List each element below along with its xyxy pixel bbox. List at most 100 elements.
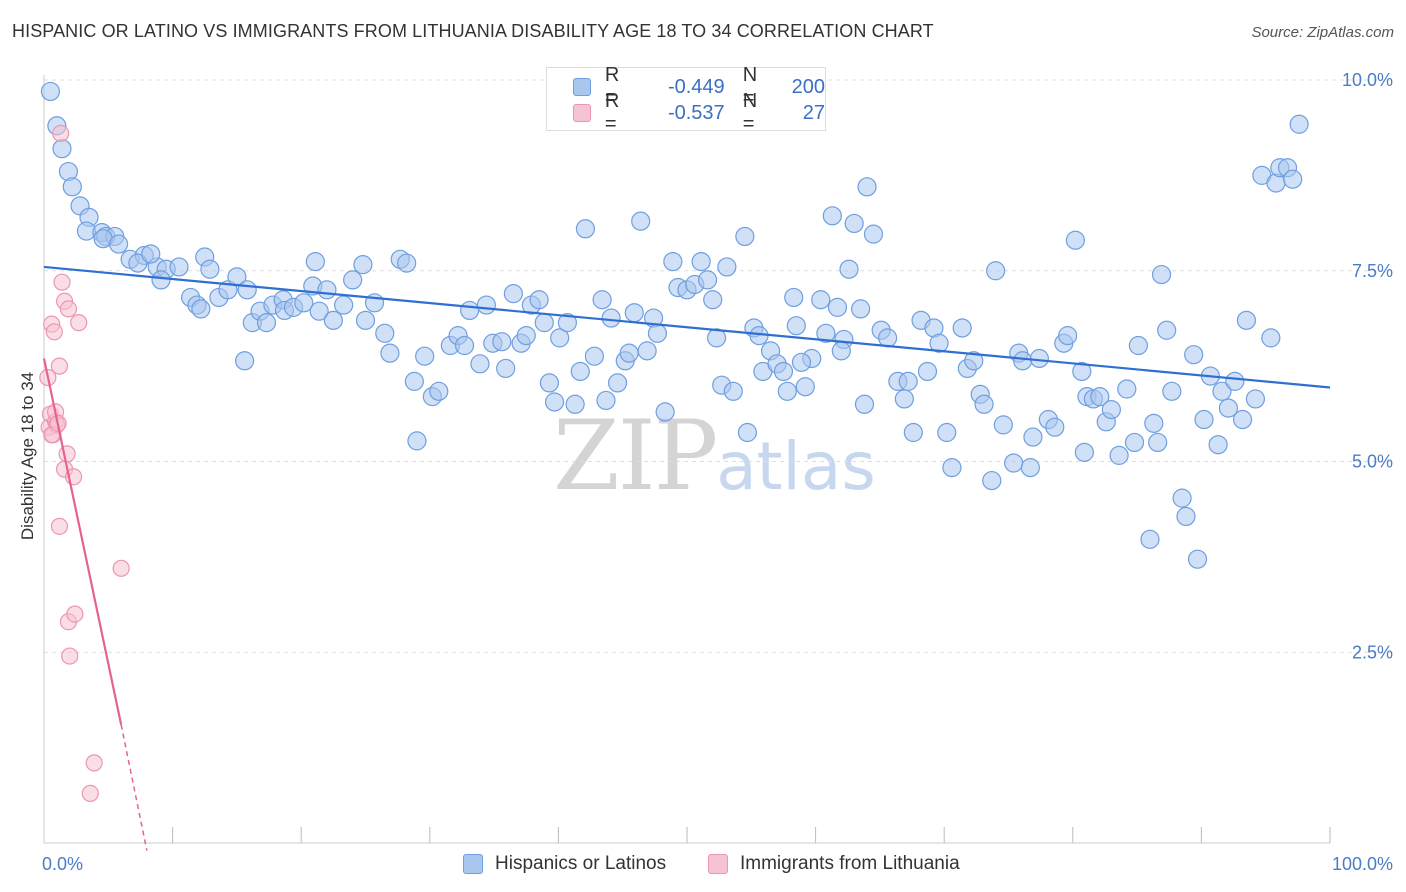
legend-swatch-blue xyxy=(573,78,591,96)
data-point-hispanics xyxy=(592,290,612,310)
data-point-hispanics xyxy=(575,219,596,239)
data-point-hispanics xyxy=(647,323,668,343)
data-point-hispanics xyxy=(993,415,1013,435)
data-point-hispanics xyxy=(791,352,812,372)
data-point-hispanics xyxy=(191,299,211,319)
data-point-hispanics xyxy=(929,333,949,353)
trend-line-hispanics xyxy=(43,265,1331,389)
data-point-hispanics xyxy=(353,255,373,275)
data-point-lithuania xyxy=(52,124,70,143)
source-label: Source: ZipAtlas.com xyxy=(1251,24,1394,41)
data-point-hispanics xyxy=(607,373,628,393)
data-point-hispanics xyxy=(375,323,395,343)
data-point-hispanics xyxy=(795,377,815,397)
data-point-hispanics xyxy=(454,335,475,356)
series-hispanics-points xyxy=(40,81,1309,569)
data-point-hispanics xyxy=(1225,371,1245,391)
data-point-hispanics xyxy=(854,394,875,414)
legend-r-value: -0.449 xyxy=(667,75,725,98)
data-point-hispanics xyxy=(62,177,82,197)
data-point-hispanics xyxy=(1124,432,1145,453)
data-point-hispanics xyxy=(380,343,400,363)
data-point-hispanics xyxy=(697,270,718,290)
data-point-hispanics xyxy=(735,226,755,247)
data-point-hispanics xyxy=(1029,348,1049,369)
legend-swatch-pink xyxy=(573,104,591,122)
data-point-hispanics xyxy=(565,394,585,414)
data-point-hispanics xyxy=(151,270,171,290)
data-point-hispanics xyxy=(917,361,938,382)
data-point-hispanics xyxy=(1004,453,1024,473)
legend-row-lithuania: R = -0.537 N = 27 xyxy=(573,90,825,135)
axes xyxy=(43,75,1331,844)
data-point-hispanics xyxy=(476,295,496,315)
bottom-legend-lithuania: Immigrants from Lithuania xyxy=(708,852,960,876)
watermark-zip: ZIP xyxy=(553,400,718,512)
data-point-hispanics xyxy=(570,361,590,382)
x-tick-label: 100.0% xyxy=(1332,854,1393,874)
legend-r-value: -0.537 xyxy=(667,101,725,124)
data-point-lithuania xyxy=(50,517,69,535)
data-point-hispanics xyxy=(169,257,189,277)
trend-lines xyxy=(42,265,1331,851)
data-point-hispanics xyxy=(663,251,683,272)
data-point-hispanics xyxy=(305,251,325,272)
data-point-hispanics xyxy=(1117,379,1137,399)
axis-labels: 2.5% 5.0% 7.5% 10.0% 0.0% 100.0% Disability Ag… xyxy=(18,70,1393,874)
data-point-hispanics xyxy=(492,332,512,352)
data-point-hispanics xyxy=(777,381,797,401)
legend-n-label: N = xyxy=(742,64,758,109)
data-point-hispanics xyxy=(237,280,257,300)
data-point-hispanics xyxy=(1194,409,1214,430)
data-point-hispanics xyxy=(1109,445,1129,465)
bottom-legend-swatch-blue xyxy=(463,854,483,874)
data-point-hispanics xyxy=(717,257,737,277)
data-point-hispanics xyxy=(108,234,129,254)
bottom-legend-swatch-pink xyxy=(708,854,728,874)
data-point-hispanics xyxy=(952,318,972,338)
data-point-hispanics xyxy=(235,351,255,371)
data-point-hispanics xyxy=(619,343,639,363)
data-point-lithuania xyxy=(59,300,78,318)
data-point-hispanics xyxy=(1144,413,1164,433)
data-point-hispanics xyxy=(355,310,376,330)
data-point-hispanics xyxy=(460,300,480,321)
data-point-hispanics xyxy=(773,361,794,382)
legend-n-label: N = xyxy=(742,90,758,135)
data-point-lithuania xyxy=(53,273,71,291)
data-point-hispanics xyxy=(637,341,657,361)
data-point-hispanics xyxy=(631,211,651,231)
data-point-hispanics xyxy=(816,323,836,343)
data-point-lithuania xyxy=(81,784,99,803)
data-point-hispanics xyxy=(539,373,559,393)
data-point-hispanics xyxy=(404,371,424,391)
data-point-hispanics xyxy=(1212,381,1232,401)
data-point-lithuania xyxy=(45,323,63,341)
data-point-hispanics xyxy=(1283,169,1303,189)
data-point-hispanics xyxy=(141,244,161,264)
data-point-hispanics xyxy=(878,328,898,348)
data-point-hispanics xyxy=(1013,351,1033,371)
data-point-hispanics xyxy=(496,358,516,379)
data-point-hispanics xyxy=(863,224,884,244)
data-point-hispanics xyxy=(1162,381,1182,401)
data-point-hispanics xyxy=(534,313,554,333)
data-point-hispanics xyxy=(407,431,427,451)
data-point-hispanics xyxy=(1090,387,1110,407)
x-tick-label: 0.0% xyxy=(42,854,83,874)
data-point-hispanics xyxy=(784,287,804,308)
data-point-hispanics xyxy=(1058,326,1078,346)
data-point-hispanics xyxy=(557,313,578,333)
legend-r-label: R = xyxy=(604,64,620,109)
data-point-hispanics xyxy=(1261,328,1281,348)
data-point-hispanics xyxy=(655,402,675,422)
data-point-hispanics xyxy=(964,351,984,371)
legend-n-value: 200 xyxy=(791,75,826,98)
data-point-hispanics xyxy=(811,290,831,310)
data-point-hispanics xyxy=(737,422,758,443)
data-point-hispanics xyxy=(550,328,570,348)
data-point-hispanics xyxy=(529,290,549,310)
data-point-hispanics xyxy=(703,290,723,310)
data-point-lithuania xyxy=(66,605,84,623)
